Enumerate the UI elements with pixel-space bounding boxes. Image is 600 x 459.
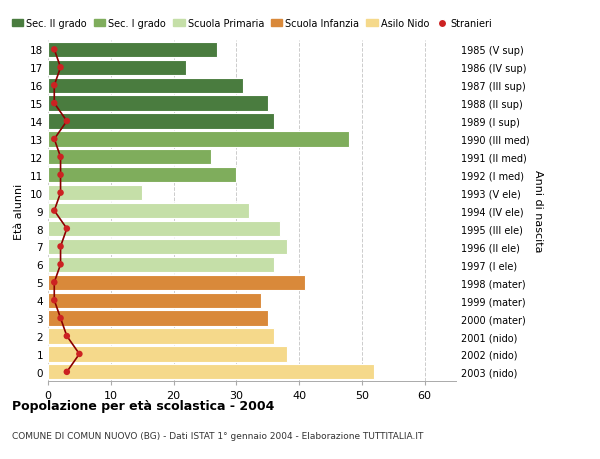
Bar (48, 347, 287, 362)
Point (62, 369, 71, 376)
Point (74, 351, 84, 358)
Point (62, 225, 71, 233)
Point (49, 100, 59, 107)
Legend: Sec. II grado, Sec. I grado, Scuola Primaria, Scuola Infanzia, Asilo Nido, Stran: Sec. II grado, Sec. I grado, Scuola Prim… (8, 15, 496, 33)
Point (56, 172, 65, 179)
Bar (48, 168, 236, 183)
Point (56, 261, 65, 269)
Point (56, 154, 65, 161)
Bar (48, 96, 268, 112)
Bar (48, 185, 142, 201)
Bar (48, 132, 349, 147)
Text: Popolazione per età scolastica - 2004: Popolazione per età scolastica - 2004 (12, 399, 274, 412)
Bar (48, 78, 242, 94)
Y-axis label: Anni di nascita: Anni di nascita (533, 170, 544, 252)
Point (56, 243, 65, 251)
Point (62, 333, 71, 340)
Point (49, 46, 59, 54)
Bar (48, 275, 305, 290)
Point (49, 136, 59, 143)
Point (49, 297, 59, 304)
Point (49, 82, 59, 90)
Bar (48, 257, 274, 272)
Bar (48, 221, 280, 236)
Point (49, 279, 59, 286)
Bar (48, 203, 249, 219)
Bar (48, 239, 287, 254)
Point (62, 118, 71, 125)
Bar (48, 364, 374, 380)
Bar (48, 293, 262, 308)
Y-axis label: Età alunni: Età alunni (14, 183, 25, 239)
Text: COMUNE DI COMUN NUOVO (BG) - Dati ISTAT 1° gennaio 2004 - Elaborazione TUTTITALI: COMUNE DI COMUN NUOVO (BG) - Dati ISTAT … (12, 431, 424, 441)
Point (49, 207, 59, 215)
Point (56, 315, 65, 322)
Bar (48, 150, 211, 165)
Bar (48, 114, 274, 129)
Point (56, 190, 65, 197)
Bar (48, 61, 186, 76)
Bar (48, 43, 217, 58)
Point (56, 64, 65, 72)
Bar (48, 329, 274, 344)
Bar (48, 311, 268, 326)
